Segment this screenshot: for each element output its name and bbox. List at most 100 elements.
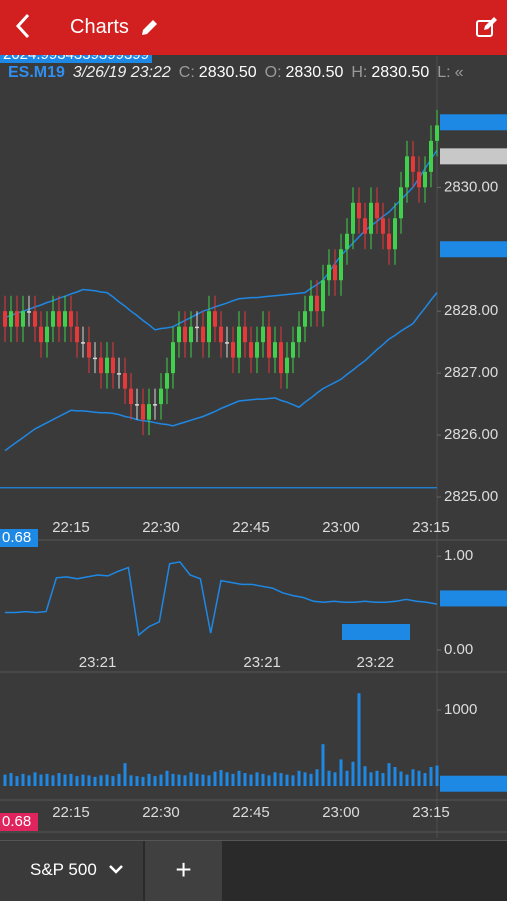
- volume-bar: [9, 773, 13, 786]
- candle-body: [159, 388, 163, 405]
- y-tick-label: 1.00: [444, 547, 473, 564]
- volume-bar: [33, 772, 37, 786]
- x-tick-label: 22:15: [52, 804, 90, 821]
- volume-bar: [159, 774, 163, 786]
- candle-body: [315, 295, 319, 312]
- current-value-label: 0.68: [2, 529, 31, 546]
- candle-body: [111, 357, 115, 374]
- price-marker: [440, 241, 507, 258]
- candle-body: [105, 357, 109, 374]
- volume-bar: [21, 773, 25, 786]
- back-button[interactable]: [15, 13, 30, 39]
- add-tab-button[interactable]: +: [145, 841, 222, 901]
- tab-bar: S&P 500 +: [0, 840, 507, 901]
- candle-body: [375, 202, 379, 219]
- volume-bar: [429, 766, 433, 786]
- volume-bar: [321, 744, 325, 786]
- expand-icon[interactable]: «: [454, 64, 464, 81]
- volume-bar: [225, 772, 229, 786]
- volume-bar: [141, 776, 145, 786]
- current-value-box: [0, 813, 38, 831]
- candle-body: [345, 233, 349, 250]
- candle-body: [435, 125, 439, 141]
- candle-body: [45, 326, 49, 343]
- candle-body: [129, 388, 133, 405]
- field-value: 2830.50: [198, 64, 257, 81]
- candle-body: [213, 311, 217, 327]
- candle-body: [255, 342, 259, 358]
- candle-body: [135, 404, 139, 406]
- field-label: H:: [351, 64, 368, 81]
- volume-bar: [375, 770, 379, 786]
- volume-bar: [369, 772, 373, 786]
- volume-bar: [69, 773, 73, 786]
- candle-body: [183, 326, 187, 343]
- volume-bar: [357, 693, 361, 786]
- volume-bar: [333, 772, 337, 786]
- candle-body: [279, 342, 283, 374]
- candle-body: [423, 171, 427, 188]
- candle-body: [171, 342, 175, 374]
- x-tick-label: 23:15: [412, 519, 450, 536]
- volume-bar: [63, 774, 67, 786]
- candle-body: [117, 373, 121, 375]
- volume-bar: [315, 769, 319, 786]
- x-tick-label: 22:45: [232, 519, 270, 536]
- candle-body: [39, 326, 43, 343]
- volume-bar: [135, 776, 139, 786]
- volume-bar: [267, 775, 271, 786]
- y-tick-label: 2828.00: [444, 302, 498, 319]
- candle-body: [399, 187, 403, 219]
- candle-body: [165, 373, 169, 389]
- volume-bar: [213, 771, 217, 786]
- header-title: Charts: [70, 16, 129, 38]
- field-label: C:: [178, 64, 195, 81]
- volume-bar: [189, 772, 193, 786]
- candle-body: [75, 326, 79, 343]
- y-tick-label: 0.00: [444, 641, 473, 658]
- volume-bar: [273, 772, 277, 786]
- edit-button[interactable]: [476, 17, 497, 37]
- header-bar: Charts: [0, 0, 507, 55]
- current-value-label: 0.68: [2, 813, 31, 830]
- candle-body: [291, 342, 295, 358]
- header-icons: [15, 13, 497, 39]
- y-tick-label: 1000: [444, 701, 477, 718]
- candle-body: [321, 280, 325, 312]
- volume-bar: [165, 770, 169, 786]
- candle-body: [123, 373, 127, 389]
- x-tick-label: 22:15: [52, 519, 90, 536]
- volume-bar: [405, 774, 409, 786]
- candle-body: [15, 311, 19, 327]
- volume-bar: [417, 770, 421, 786]
- x-tick-label: 23:21: [243, 654, 281, 671]
- candle-body: [411, 156, 415, 172]
- tab[interactable]: S&P 500: [0, 841, 143, 901]
- candle-body: [93, 357, 97, 360]
- candle-body: [177, 326, 181, 343]
- volume-bar: [279, 773, 283, 786]
- candle-body: [303, 311, 307, 327]
- volume-bar: [435, 765, 439, 786]
- candle-body: [87, 342, 91, 358]
- y-tick-label: 2826.00: [444, 426, 498, 443]
- price-marker: [440, 775, 507, 792]
- candle-body: [393, 218, 397, 250]
- candle-body: [99, 357, 103, 374]
- candle-body: [297, 326, 301, 343]
- volume-bar: [153, 776, 157, 786]
- edit-title-icon[interactable]: [142, 20, 157, 35]
- volume-bar: [87, 775, 91, 786]
- volume-bar: [147, 773, 151, 786]
- volume-bar: [171, 773, 175, 786]
- volume-bar: [75, 776, 79, 786]
- candle-body: [21, 311, 25, 327]
- volume-bar: [381, 773, 385, 786]
- volume-bar: [327, 770, 331, 786]
- volume-bar: [387, 763, 391, 786]
- candle-body: [387, 233, 391, 250]
- candle-body: [207, 311, 211, 343]
- volume-bar: [207, 775, 211, 786]
- volume-bar: [183, 775, 187, 786]
